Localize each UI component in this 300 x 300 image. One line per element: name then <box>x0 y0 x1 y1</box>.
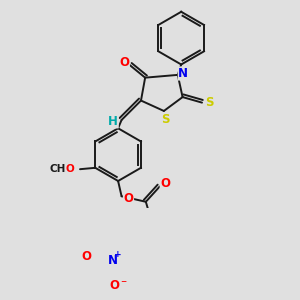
Text: O: O <box>119 56 129 69</box>
Text: S: S <box>205 96 213 109</box>
Text: +: + <box>114 250 121 259</box>
Text: CH₃: CH₃ <box>49 164 70 174</box>
Text: O: O <box>66 164 74 174</box>
Text: N: N <box>108 254 118 266</box>
Text: O: O <box>81 250 91 263</box>
Text: N: N <box>178 67 188 80</box>
Text: O: O <box>160 177 170 190</box>
Text: H: H <box>108 115 118 128</box>
Text: O: O <box>124 192 134 205</box>
Text: S: S <box>161 113 170 126</box>
Text: O: O <box>110 278 120 292</box>
Text: ⁻: ⁻ <box>120 278 126 292</box>
